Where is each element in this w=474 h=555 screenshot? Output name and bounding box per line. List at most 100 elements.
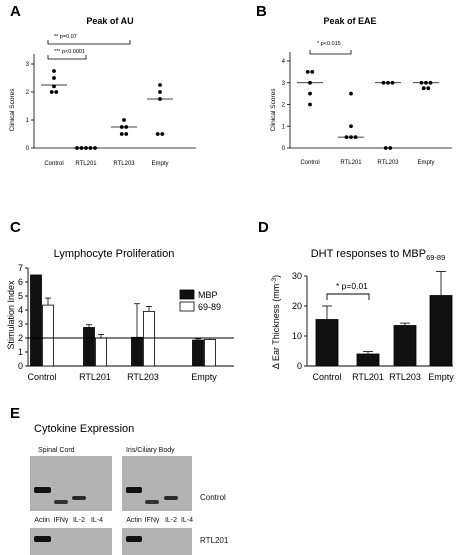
y-tick-label: 4 [18,305,23,315]
gel-band [34,536,51,542]
bar-mbp [83,327,95,367]
chart-b-title: Peak of EAE [323,16,376,26]
bar-mbp [192,339,204,367]
x-tick-label: RTL201 [79,372,111,382]
data-point [419,80,424,85]
data-point [428,80,433,85]
x-tick-label: RTL203 [377,160,399,166]
gel-row-label-rtl201: RTL201 [200,536,229,545]
chart-a-bracket-1 [47,40,131,45]
y-tick-label: 0 [297,361,302,371]
data-point [383,146,388,150]
y-tick-label: 6 [18,277,23,287]
lane-label: Actin [126,517,142,524]
gel-band [145,500,159,504]
lane-label: IL-2 [165,517,177,524]
y-tick-label: 5 [18,291,23,301]
chart-b-ylabel: Clinical Scores [270,88,277,132]
y-tick-label: 0 [26,146,30,152]
y-tick-label: 30 [292,271,302,281]
chart-d-ylabel-end: ) [271,275,281,278]
x-tick-label: Control [300,160,319,166]
bar-mbp [30,274,42,367]
chart-c-ylabel: Stimulation Index [6,280,16,350]
bar-69-89 [143,310,155,367]
data-point [388,146,393,150]
data-point [349,124,353,129]
x-tick-label: Control [44,161,63,167]
panel-letter-e: E [10,405,20,422]
x-tick-label: RTL203 [113,161,135,167]
bar [429,295,453,367]
panel-e-gels: Cytokine Expression Spinal Cord Iris/Cil… [30,423,229,555]
legend-swatch-mbp [179,289,195,300]
data-point [54,90,59,94]
data-point [93,146,97,150]
chart-a-bracket-2 [47,55,87,60]
data-point [308,91,312,96]
x-tick-label: Empty [428,372,454,382]
data-point [349,135,353,140]
y-tick-label: 0 [282,146,286,152]
lane-label: IL-2 [73,517,85,524]
lane-label: IFNγ [145,517,160,524]
bar [356,353,380,367]
gel-row-label-control: Control [200,493,226,502]
data-point [381,80,386,85]
x-tick-label: Empty [191,372,217,382]
chart-d-ylabel: Δ Ear Thickness (mm-3) [271,275,281,369]
y-tick-label: 1 [18,347,23,357]
x-tick-label: RTL201 [340,160,362,166]
chart-b-bracket [309,50,352,55]
data-point [310,69,315,74]
y-tick-label: 20 [292,301,302,311]
bar-69-89 [42,304,54,367]
data-point [158,90,162,94]
y-tick-label: 1 [282,124,286,130]
y-tick-label: 3 [26,62,30,68]
y-tick-label: 2 [282,103,286,109]
gel-band [126,487,142,493]
lane-label: Actin [34,517,50,524]
chart-d-title-main: DHT responses to MBP [311,248,426,260]
chart-d-title-sub: 69-89 [426,253,445,262]
data-point [119,132,124,136]
data-point [155,132,160,136]
gel-band [126,536,142,542]
legend-label-mbp: MBP [198,290,218,300]
gel-left-title: Spinal Cord [38,447,75,454]
x-tick-label: Empty [417,160,434,166]
chart-d-annotation: * p=0.01 [336,281,368,291]
y-tick-label: 4 [282,59,286,65]
panel-letter-b: B [256,3,267,20]
data-point [49,90,54,94]
x-tick-label: Control [312,372,341,382]
data-point [386,80,390,85]
data-point [353,135,358,140]
panel-e-title: Cytokine Expression [34,423,134,435]
data-point [308,102,312,107]
chart-c-title: Lymphocyte Proliferation [54,248,175,260]
bar-mbp [131,336,143,367]
panel-letter-d: D [258,219,269,236]
x-tick-label: Control [27,372,56,382]
gel-band [72,496,86,500]
chart-d-ylabel-main: Δ Ear Thickness (mm [271,284,281,369]
gel-band [164,496,178,500]
y-tick-label: 0 [18,361,23,371]
data-point [160,132,165,136]
chart-d-bracket [326,293,370,300]
y-tick-label: 3 [282,81,286,87]
chart-d-ylabel-sup: -3 [271,278,278,284]
data-point [124,125,129,129]
data-point [52,76,56,80]
data-point [308,80,312,85]
data-point [426,86,431,91]
chart-a-ylabel: Clinical Scores [9,88,16,132]
panel-letter-c: C [10,219,21,236]
data-point [421,86,426,91]
panel-letter-a: A [10,3,21,20]
lane-label: IL-4 [91,517,103,524]
bar [393,325,417,367]
